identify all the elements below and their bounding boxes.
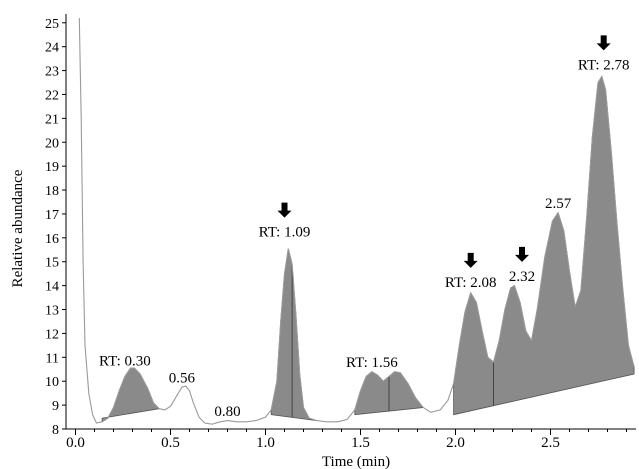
peak-label: 0.80 <box>214 404 240 420</box>
y-tick-label: 19 <box>45 160 59 175</box>
x-tick-label: 2.0 <box>446 435 465 451</box>
y-axis-ticks: 8 9 10 11 12 13 14 15 16 17 18 19 20 21 22 23 24 25 <box>45 17 66 438</box>
peak-label: RT: 1.56 <box>346 355 398 371</box>
x-axis-ticks: 0.0 0.5 1.0 1.5 2.0 2.5 <box>66 429 627 451</box>
x-tick-label: 2.5 <box>541 435 560 451</box>
x-tick-label: 0.5 <box>161 435 180 451</box>
y-axis-title: Relative abundance <box>10 169 26 287</box>
down-arrow-icon <box>515 246 529 262</box>
peak-annotations: RT: 0.30 0.56 0.80 RT: 1.09 RT: 1.56 RT: 2.08… <box>99 35 630 420</box>
y-tick-label: 11 <box>46 351 59 366</box>
peak-label: 2.32 <box>509 269 535 285</box>
peak-label: RT: 0.30 <box>99 354 151 370</box>
y-tick-label: 23 <box>45 65 59 80</box>
x-axis-title: Time (min) <box>322 454 390 469</box>
y-tick-label: 10 <box>45 375 59 390</box>
peak-label: 0.56 <box>169 370 196 386</box>
y-tick-label: 8 <box>52 423 59 438</box>
y-tick-label: 24 <box>45 41 59 56</box>
y-tick-label: 25 <box>45 17 59 32</box>
peak-label: 2.57 <box>545 196 572 212</box>
x-tick-label: 0.0 <box>66 435 85 451</box>
peak-label: RT: 2.08 <box>445 275 497 291</box>
peak-dividers <box>291 264 494 418</box>
y-tick-label: 21 <box>45 112 59 127</box>
y-tick-label: 16 <box>45 232 59 247</box>
y-tick-label: 13 <box>45 304 59 319</box>
x-tick-label: 1.5 <box>351 435 370 451</box>
y-tick-label: 9 <box>52 399 59 414</box>
y-tick-label: 12 <box>45 327 59 342</box>
y-tick-label: 15 <box>45 256 59 271</box>
down-arrow-icon <box>463 252 478 268</box>
peak-label: RT: 2.78 <box>578 57 630 73</box>
x-tick-label: 1.0 <box>256 435 275 451</box>
chromatogram-trace <box>78 17 635 425</box>
down-arrow-icon <box>277 202 292 218</box>
y-tick-label: 22 <box>45 88 59 103</box>
y-tick-label: 20 <box>45 136 59 151</box>
y-tick-label: 14 <box>45 280 59 295</box>
y-tick-label: 17 <box>45 208 59 223</box>
peak-label: RT: 1.09 <box>259 225 311 241</box>
shaded-peak-4 <box>453 75 635 416</box>
y-tick-label: 18 <box>45 184 59 199</box>
down-arrow-icon <box>596 35 611 51</box>
shaded-peak-2 <box>270 248 317 421</box>
